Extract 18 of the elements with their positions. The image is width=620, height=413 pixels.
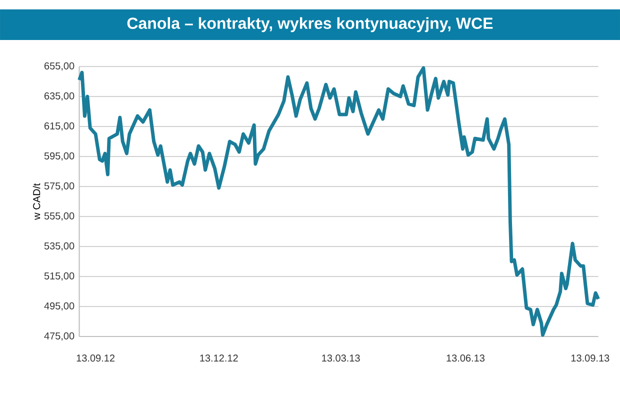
chart-title: Canola – kontrakty, wykres kontynuacyjny, WCE <box>127 17 493 32</box>
line-series <box>78 66 600 337</box>
y-tick-label: 555,00 <box>44 212 74 221</box>
y-tick-label: 495,00 <box>44 302 74 311</box>
y-tick-label: 515,00 <box>44 272 74 281</box>
y-tick-label: 575,00 <box>44 182 74 191</box>
y-tick-label: 615,00 <box>44 122 74 131</box>
y-tick-label: 535,00 <box>44 242 74 251</box>
y-tick-label: 595,00 <box>44 152 74 161</box>
x-tick-label: 13.12.12 <box>200 354 238 362</box>
x-tick-label: 13.06.13 <box>446 354 484 362</box>
y-axis-title: w CAD/t <box>32 183 40 220</box>
x-tick-label: 13.03.13 <box>322 354 360 362</box>
y-tick-label: 475,00 <box>44 332 74 341</box>
y-tick-label: 655,00 <box>44 62 74 71</box>
x-tick-label: 13.09.12 <box>76 354 114 362</box>
x-tick-label: 13.09.13 <box>571 354 610 362</box>
y-tick-label: 635,00 <box>44 92 74 101</box>
